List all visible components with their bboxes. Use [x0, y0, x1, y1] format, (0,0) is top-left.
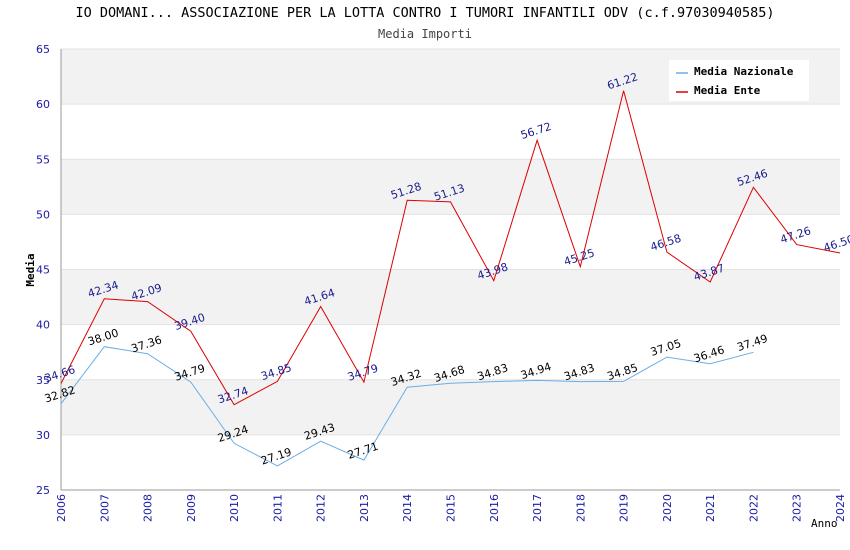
y-tick-label: 30: [36, 429, 50, 442]
x-tick-label: 2018: [574, 494, 587, 522]
y-axis-ticks: 25 30 35 40 45 50 55 60 65: [36, 43, 50, 497]
x-tick-label: 2017: [531, 494, 544, 522]
x-tick-label: 2009: [185, 494, 198, 522]
x-tick-label: 2013: [358, 494, 371, 522]
y-tick-label: 35: [36, 374, 50, 387]
x-tick-label: 2016: [488, 494, 501, 522]
legend-label-nazionale: Media Nazionale: [694, 65, 794, 78]
x-tick-label: 2012: [315, 494, 328, 522]
x-tick-label: 2011: [271, 494, 284, 522]
y-tick-label: 60: [36, 98, 50, 111]
y-tick-label: 45: [36, 264, 50, 277]
x-tick-label: 2008: [142, 494, 155, 522]
chart-title: IO DOMANI... ASSOCIAZIONE PER LA LOTTA C…: [75, 5, 775, 21]
chart-subtitle: Media Importi: [378, 27, 472, 41]
x-tick-label: 2007: [98, 494, 111, 522]
y-tick-label: 55: [36, 153, 50, 166]
x-tick-label: 2022: [747, 494, 760, 522]
grid-band: [61, 214, 840, 270]
x-axis-label: Anno: [811, 517, 838, 530]
grid-band: [61, 104, 840, 160]
x-tick-label: 2024: [834, 494, 847, 522]
x-tick-label: 2015: [445, 494, 458, 522]
grid-band: [61, 379, 840, 435]
x-tick-label: 2021: [704, 494, 717, 522]
series-line-nazionale: [60, 346, 754, 467]
x-tick-label: 2019: [618, 494, 631, 522]
grid-lines: [61, 48, 840, 491]
grid-band: [61, 159, 840, 215]
series-line-ente: [60, 90, 841, 406]
legend: Media Nazionale Media Ente: [669, 60, 809, 101]
y-tick-label: 25: [36, 484, 50, 497]
x-tick-label: 2023: [791, 494, 804, 522]
legend-box: [669, 60, 809, 101]
series-lines: [60, 90, 841, 467]
grid-band: [61, 269, 840, 325]
y-tick-label: 40: [36, 319, 50, 332]
legend-label-ente: Media Ente: [694, 84, 761, 97]
grid-bands: [61, 49, 840, 490]
grid-band: [61, 434, 840, 490]
x-axis-ticks: 2006 2007 2008 2009 2010 2011 2012 2013 2014 2015…: [55, 494, 847, 522]
x-tick-label: 2014: [401, 494, 414, 522]
x-tick-label: 2010: [228, 494, 241, 522]
y-tick-label: 50: [36, 208, 50, 221]
grid-band: [61, 324, 840, 380]
y-axis-label: Media: [24, 253, 37, 286]
x-tick-label: 2006: [55, 494, 68, 522]
y-tick-label: 65: [36, 43, 50, 56]
x-tick-label: 2020: [661, 494, 674, 522]
